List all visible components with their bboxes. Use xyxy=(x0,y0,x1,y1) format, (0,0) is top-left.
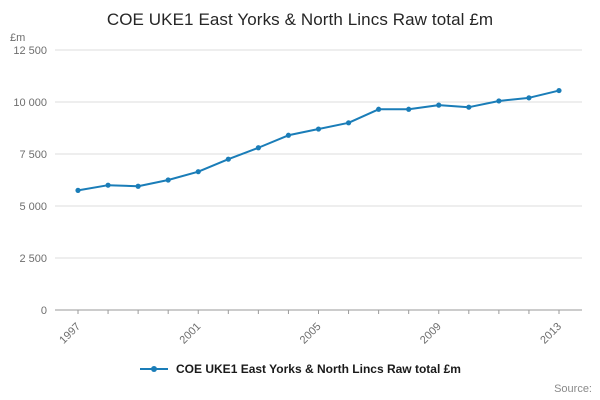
data-point xyxy=(195,169,201,175)
x-tick-label: 2009 xyxy=(418,321,444,347)
data-point xyxy=(466,104,472,110)
y-tick-label: 2 500 xyxy=(19,253,47,265)
x-tick-label: 2005 xyxy=(298,321,324,347)
y-axis-unit-label: £m xyxy=(10,32,26,44)
data-point xyxy=(436,102,442,108)
y-tick-label: 0 xyxy=(41,305,47,317)
data-point xyxy=(556,87,562,94)
data-point xyxy=(345,120,352,126)
data-point xyxy=(75,187,81,193)
chart-title: COE UKE1 East Yorks & North Lincs Raw to… xyxy=(106,10,494,29)
legend-label: COE UKE1 East Yorks & North Lincs Raw to… xyxy=(176,362,461,376)
data-point xyxy=(225,156,231,162)
data-point xyxy=(165,177,171,183)
legend-line-icon xyxy=(140,366,169,372)
data-point xyxy=(406,106,412,112)
series-line xyxy=(77,89,560,192)
data-point xyxy=(315,126,322,132)
data-point xyxy=(526,95,532,101)
data-point xyxy=(496,98,502,104)
x-tick-label: 1997 xyxy=(57,321,83,347)
data-point xyxy=(105,182,111,188)
data-point xyxy=(255,145,261,151)
data-point xyxy=(376,106,382,112)
x-tick-label: 2001 xyxy=(178,321,204,347)
x-tick-label: 2013 xyxy=(538,321,564,347)
y-tick-label: 5 000 xyxy=(19,201,47,213)
source-label: Source: xyxy=(554,383,592,395)
y-tick-label: 7 500 xyxy=(19,149,47,161)
legend: COE UKE1 East Yorks & North Lincs Raw to… xyxy=(0,362,600,376)
data-point xyxy=(285,132,292,138)
y-tick-label: 10 000 xyxy=(13,97,47,109)
data-point xyxy=(135,183,141,189)
y-tick-label: 12 500 xyxy=(13,45,47,57)
